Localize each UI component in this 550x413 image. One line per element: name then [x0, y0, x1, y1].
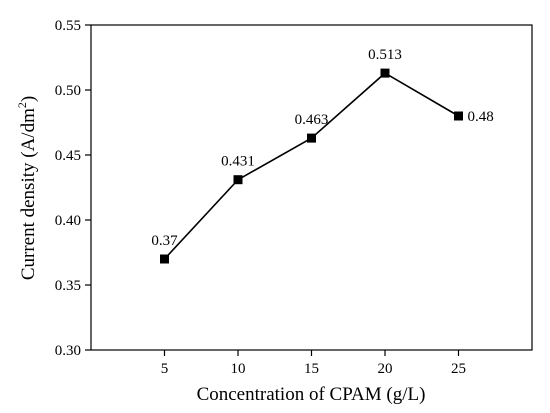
- x-axis-ticks: 5 10 15 20 25: [161, 350, 466, 377]
- data-point: [454, 111, 463, 121]
- y-axis-title-suffix: ): [18, 96, 39, 102]
- data-point: [380, 68, 390, 78]
- y-axis-ticks: 0.30 0.35 0.40 0.45 0.50 0.55: [55, 18, 91, 359]
- y-tick-label: 0.30: [55, 343, 81, 359]
- series-markers: [160, 68, 463, 264]
- data-label: 0.431: [221, 154, 255, 170]
- y-tick-label: 0.45: [55, 148, 81, 164]
- x-tick-label: 10: [231, 361, 246, 377]
- y-axis-title-superscript: 2: [15, 102, 29, 108]
- data-label: 0.48: [468, 109, 494, 125]
- data-point: [160, 254, 169, 264]
- y-tick-label: 0.40: [55, 213, 81, 229]
- x-tick-label: 15: [304, 361, 319, 377]
- series-line: [163, 72, 459, 260]
- x-axis-title: Concentration of CPAM (g/L): [197, 384, 426, 405]
- x-tick-label: 25: [451, 361, 466, 377]
- x-tick-label: 20: [378, 361, 393, 377]
- y-axis-title-prefix: Current density (A/dm: [18, 108, 39, 280]
- data-label: 0.37: [151, 233, 178, 249]
- x-tick-label: 5: [161, 361, 169, 377]
- y-axis-title: Current density (A/dm2): [15, 96, 39, 280]
- data-label: 0.463: [295, 112, 329, 128]
- y-tick-label: 0.55: [55, 18, 81, 34]
- data-point: [307, 133, 316, 143]
- y-tick-label: 0.35: [55, 278, 81, 294]
- plot-frame: [90, 24, 533, 351]
- data-point: [233, 175, 243, 185]
- y-tick-label: 0.50: [55, 83, 81, 99]
- data-label: 0.513: [368, 47, 402, 63]
- data-labels: 0.37 0.431 0.463 0.513 0.48: [151, 47, 493, 249]
